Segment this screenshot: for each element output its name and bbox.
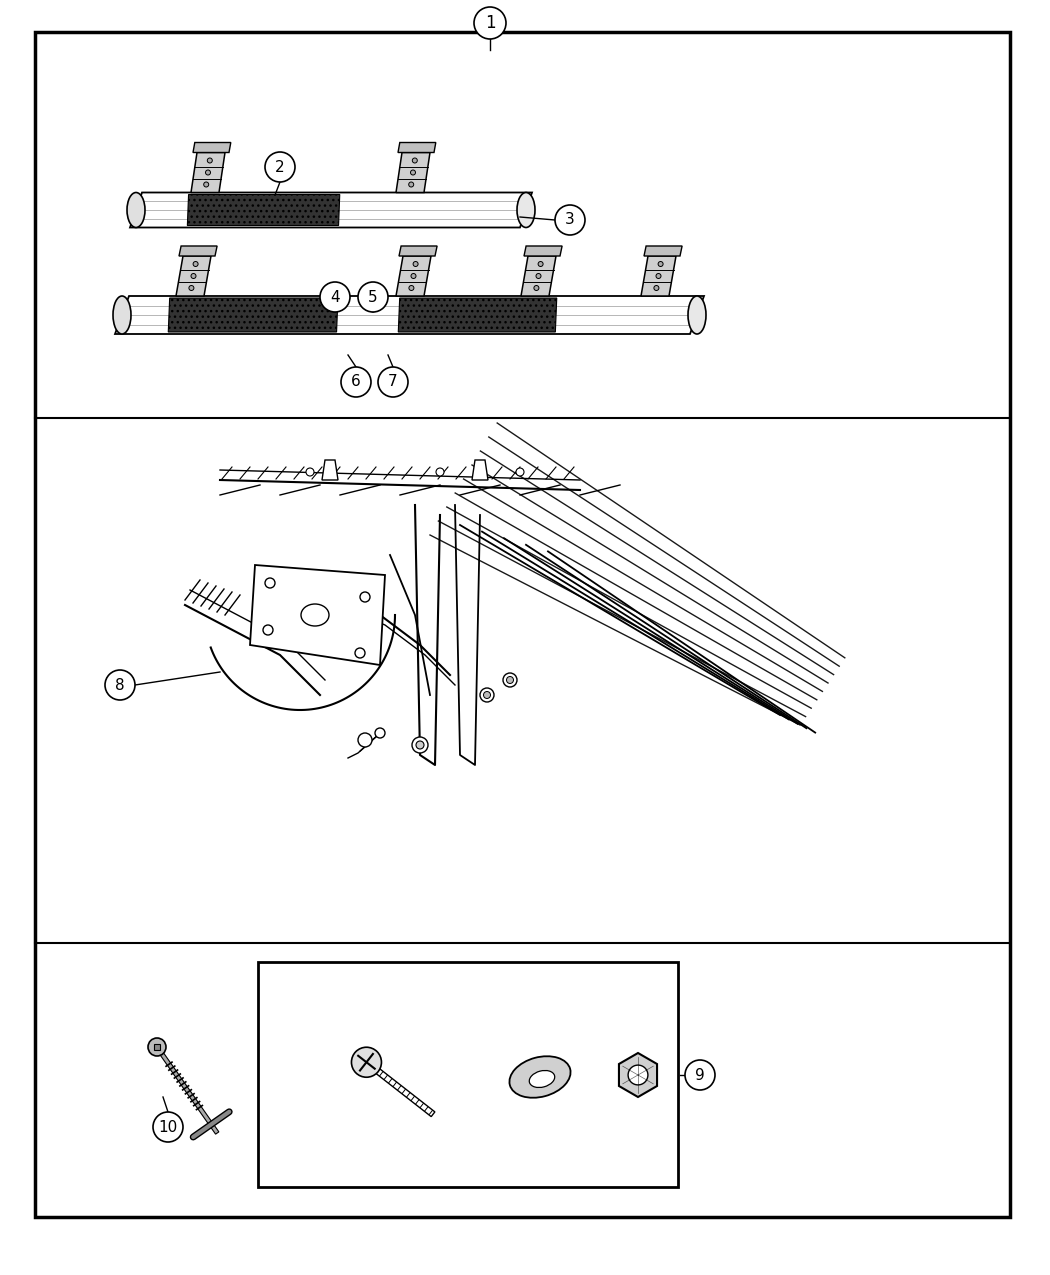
Ellipse shape bbox=[688, 296, 706, 334]
Text: 9: 9 bbox=[695, 1067, 705, 1082]
Polygon shape bbox=[155, 1046, 218, 1135]
Circle shape bbox=[538, 261, 543, 266]
Circle shape bbox=[411, 274, 416, 278]
Circle shape bbox=[341, 367, 371, 397]
Circle shape bbox=[408, 286, 414, 291]
Circle shape bbox=[483, 691, 490, 699]
Polygon shape bbox=[353, 1056, 380, 1068]
Polygon shape bbox=[521, 256, 556, 296]
Circle shape bbox=[480, 688, 494, 703]
Polygon shape bbox=[399, 246, 437, 256]
Polygon shape bbox=[130, 193, 532, 227]
Text: 4: 4 bbox=[330, 289, 340, 305]
Polygon shape bbox=[396, 153, 430, 193]
Text: 5: 5 bbox=[369, 289, 378, 305]
Polygon shape bbox=[322, 460, 338, 479]
Polygon shape bbox=[644, 246, 682, 256]
Text: 10: 10 bbox=[159, 1119, 177, 1135]
Polygon shape bbox=[396, 256, 430, 296]
Polygon shape bbox=[250, 565, 385, 666]
Polygon shape bbox=[472, 460, 488, 479]
Circle shape bbox=[191, 274, 196, 278]
Circle shape bbox=[262, 625, 273, 635]
FancyBboxPatch shape bbox=[35, 32, 1010, 1218]
Circle shape bbox=[411, 170, 416, 175]
Circle shape bbox=[685, 1060, 715, 1090]
Circle shape bbox=[358, 282, 388, 312]
Polygon shape bbox=[398, 298, 556, 332]
Polygon shape bbox=[640, 256, 676, 296]
Ellipse shape bbox=[301, 604, 329, 626]
Polygon shape bbox=[187, 195, 340, 226]
Circle shape bbox=[360, 592, 370, 602]
Circle shape bbox=[320, 282, 350, 312]
Circle shape bbox=[506, 677, 513, 683]
Ellipse shape bbox=[517, 193, 536, 227]
Circle shape bbox=[148, 1038, 166, 1056]
Circle shape bbox=[306, 468, 314, 476]
Circle shape bbox=[207, 158, 212, 163]
Circle shape bbox=[654, 286, 659, 291]
Circle shape bbox=[193, 261, 198, 266]
Circle shape bbox=[416, 741, 424, 748]
Circle shape bbox=[413, 158, 417, 163]
Text: 2: 2 bbox=[275, 159, 285, 175]
Ellipse shape bbox=[509, 1056, 570, 1098]
Circle shape bbox=[536, 274, 541, 278]
Circle shape bbox=[436, 468, 444, 476]
Polygon shape bbox=[398, 143, 436, 153]
Circle shape bbox=[658, 261, 664, 266]
Circle shape bbox=[474, 6, 506, 40]
Circle shape bbox=[533, 286, 539, 291]
Text: 8: 8 bbox=[116, 677, 125, 692]
FancyBboxPatch shape bbox=[258, 963, 678, 1187]
Text: 1: 1 bbox=[485, 14, 496, 32]
Circle shape bbox=[516, 468, 524, 476]
Polygon shape bbox=[116, 296, 704, 334]
Circle shape bbox=[204, 182, 209, 187]
Circle shape bbox=[355, 648, 365, 658]
Polygon shape bbox=[176, 256, 211, 296]
Circle shape bbox=[378, 367, 408, 397]
Circle shape bbox=[503, 673, 517, 687]
Circle shape bbox=[265, 578, 275, 588]
Circle shape bbox=[358, 733, 372, 747]
Polygon shape bbox=[193, 143, 231, 153]
Circle shape bbox=[413, 261, 418, 266]
Circle shape bbox=[206, 170, 210, 175]
Polygon shape bbox=[154, 1044, 160, 1051]
Polygon shape bbox=[369, 1062, 435, 1117]
Polygon shape bbox=[178, 246, 217, 256]
Circle shape bbox=[352, 1047, 381, 1077]
Circle shape bbox=[265, 152, 295, 182]
Circle shape bbox=[189, 286, 194, 291]
Circle shape bbox=[153, 1112, 183, 1142]
Circle shape bbox=[375, 728, 385, 738]
Text: 3: 3 bbox=[565, 213, 575, 227]
Polygon shape bbox=[618, 1053, 657, 1096]
Circle shape bbox=[408, 182, 414, 187]
Circle shape bbox=[555, 205, 585, 235]
Circle shape bbox=[656, 274, 662, 278]
Ellipse shape bbox=[127, 193, 145, 227]
Circle shape bbox=[412, 737, 428, 754]
Polygon shape bbox=[524, 246, 562, 256]
Text: 7: 7 bbox=[388, 375, 398, 389]
Polygon shape bbox=[191, 153, 225, 193]
Circle shape bbox=[105, 669, 135, 700]
Ellipse shape bbox=[113, 296, 131, 334]
Ellipse shape bbox=[529, 1071, 554, 1088]
Circle shape bbox=[628, 1065, 648, 1085]
Polygon shape bbox=[168, 298, 338, 332]
Text: 6: 6 bbox=[351, 375, 361, 389]
